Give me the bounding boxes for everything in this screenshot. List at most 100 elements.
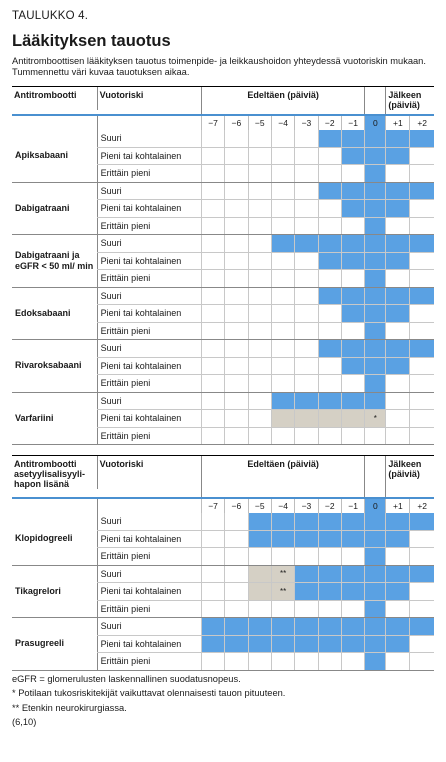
empty-cell: [409, 652, 434, 671]
col-header-after: Jälkeen (päiviä): [385, 86, 434, 110]
day-label: −1: [340, 498, 365, 513]
pause-cell: [270, 513, 295, 531]
empty-cell: [340, 547, 365, 566]
day-label: +2: [409, 115, 434, 130]
drug-name: Apiksabaani: [12, 130, 98, 183]
empty-cell: [385, 547, 410, 566]
pause-cell: [409, 287, 434, 305]
empty-cell: [317, 652, 342, 671]
col-header-before: Edeltäen (päiviä): [200, 86, 365, 110]
empty-cell: [224, 269, 249, 288]
pause-cell: [247, 513, 272, 531]
empty-cell: [247, 392, 272, 410]
pause-cell: [247, 617, 272, 636]
risk-label: Erittäin pieni: [96, 322, 202, 340]
empty-cell: [270, 304, 295, 323]
conditional-pause-cell: [247, 582, 272, 601]
empty-cell: [200, 217, 225, 235]
table-row: Pieni tai kohtalainen: [12, 304, 434, 323]
day-label: −7: [200, 115, 225, 130]
drug-name: Rivaroksabaani: [12, 339, 98, 393]
empty-cell: [409, 357, 434, 375]
table-row: Erittäin pieni: [12, 217, 434, 235]
col-header-risk-2: Vuotoriski: [96, 455, 202, 489]
empty-cell: [247, 322, 272, 340]
pause-cell: [385, 339, 410, 358]
pause-cell: [364, 600, 386, 618]
pause-cell: [200, 635, 225, 653]
subtitle: Antitromboottisen lääkityksen tauotus to…: [12, 56, 426, 77]
day-label: −3: [294, 498, 319, 513]
pause-cell: [294, 582, 319, 601]
day-label: −1: [340, 115, 365, 130]
table-row: Dabigatraani Suuri: [12, 182, 434, 235]
empty-cell: [409, 582, 434, 601]
pause-cell: [317, 635, 342, 653]
table-row: Tikagrelori Suuri **: [12, 565, 434, 618]
pause-cell: [340, 304, 365, 323]
empty-cell: [200, 182, 225, 200]
empty-cell: [385, 374, 410, 393]
pause-cell: [340, 287, 365, 305]
empty-cell: [224, 409, 249, 428]
pause-cell: [409, 234, 434, 253]
drug-name: Dabigatraani ja eGFR < 50 ml/ min: [12, 234, 98, 288]
empty-cell: [224, 199, 249, 218]
risk-label: Suuri: [96, 234, 202, 253]
table-row: Erittäin pieni: [12, 600, 434, 618]
pause-cell: [294, 617, 319, 636]
empty-cell: [200, 199, 225, 218]
empty-cell: [200, 652, 225, 671]
empty-cell: [247, 217, 272, 235]
pause-cell: [409, 182, 434, 200]
empty-cell: [200, 164, 225, 183]
empty-cell: [409, 374, 434, 393]
pause-cell: [385, 565, 410, 583]
table-row: Edoksabaani Suuri: [12, 287, 434, 340]
risk-label: Pieni tai kohtalainen: [96, 304, 202, 323]
risk-label: Pieni tai kohtalainen: [96, 199, 202, 218]
empty-cell: [247, 164, 272, 183]
table-row: Pieni tai kohtalainen: [12, 147, 434, 165]
empty-cell: [224, 600, 249, 618]
risk-label: Pieni tai kohtalainen: [96, 635, 202, 653]
empty-cell: [385, 392, 410, 410]
pause-cell: [340, 582, 365, 601]
table-row: Erittäin pieni: [12, 652, 434, 671]
table-row: Erittäin pieni: [12, 164, 434, 183]
empty-cell: [224, 339, 249, 358]
empty-cell: [317, 547, 342, 566]
pause-cell: [317, 339, 342, 358]
pause-cell: [270, 530, 295, 548]
empty-cell: [270, 547, 295, 566]
pause-cell: [364, 617, 386, 636]
empty-cell: [247, 234, 272, 253]
footnotes: eGFR = glomerulusten laskennallinen suod…: [12, 672, 434, 730]
empty-cell: [409, 409, 434, 428]
empty-cell: [409, 547, 434, 566]
pause-cell: [200, 617, 225, 636]
day-label: +1: [385, 498, 410, 513]
empty-cell: [200, 130, 225, 148]
empty-cell: [224, 164, 249, 183]
pause-cell: [294, 392, 319, 410]
empty-cell: [294, 374, 319, 393]
empty-cell: [270, 652, 295, 671]
empty-cell: [317, 269, 342, 288]
empty-cell: [247, 287, 272, 305]
empty-cell: [317, 217, 342, 235]
risk-label: Pieni tai kohtalainen: [96, 530, 202, 548]
pause-cell: [385, 234, 410, 253]
empty-cell: [224, 392, 249, 410]
empty-cell: [385, 427, 410, 445]
pause-cell: [224, 617, 249, 636]
pause-cell: [364, 164, 386, 183]
empty-cell: [385, 600, 410, 618]
pause-cell: [385, 635, 410, 653]
empty-cell: [247, 374, 272, 393]
pause-cell: [294, 635, 319, 653]
risk-label: Erittäin pieni: [96, 652, 202, 671]
empty-cell: [224, 530, 249, 548]
empty-cell: [247, 547, 272, 566]
footnote-star: * Potilaan tukosriskitekijät vaikuttavat…: [12, 688, 286, 698]
